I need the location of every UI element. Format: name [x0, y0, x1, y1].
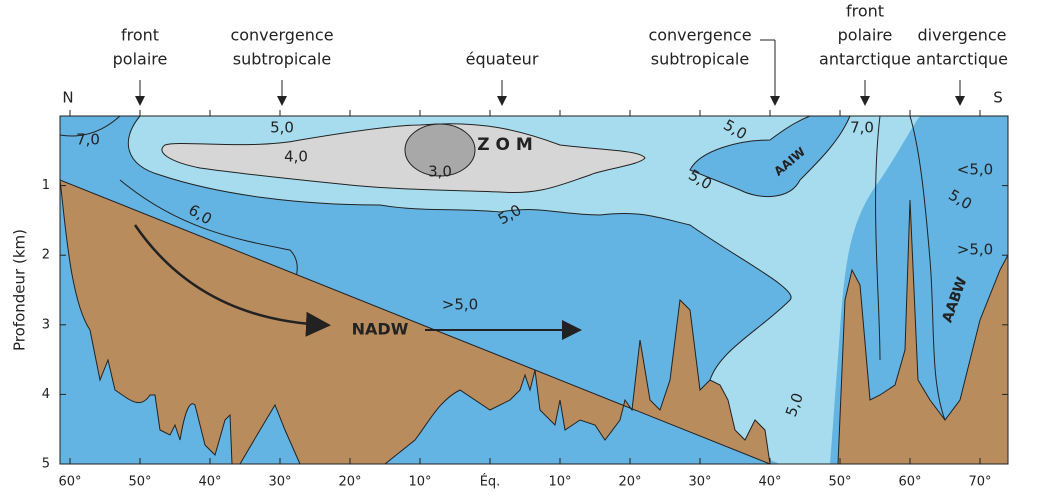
x-tick-label: 20° [338, 475, 361, 490]
x-tick-label: 10° [548, 475, 571, 490]
contour-label: 3,0 [428, 163, 452, 181]
x-tick-label: 50° [828, 475, 851, 490]
x-tick-label: 10° [408, 475, 431, 490]
y-tick-label: 3 [42, 317, 50, 332]
feature-label: convergence [230, 26, 333, 45]
x-tick-label: 40° [758, 475, 781, 490]
feature-label: antarctique [819, 50, 911, 69]
x-tick-label: 20° [618, 475, 641, 490]
x-tick-label: 50° [128, 475, 151, 490]
feature-label: convergence [648, 26, 751, 45]
water-mass-label: Z O M [477, 135, 533, 155]
south-label: S [993, 89, 1003, 107]
y-tick-label: 2 [42, 248, 50, 263]
diagram: N S Profondeur (km) front polaire converge… [0, 0, 1042, 496]
feature-label: équateur [466, 50, 539, 69]
contour-label: >5,0 [957, 241, 993, 259]
feature-label: subtropicale [233, 50, 331, 69]
y-tick-label: 5 [42, 457, 50, 472]
contour-label: 7,0 [850, 119, 874, 137]
feature-label: antarctique [916, 50, 1008, 69]
y-tick-label: 1 [42, 178, 50, 193]
feature-label: polaire [113, 50, 168, 69]
x-tick-label: 60° [898, 475, 921, 490]
x-tick-label: 40° [198, 475, 221, 490]
y-axis-label: Profondeur (km) [11, 229, 29, 351]
x-tick-label: 60° [58, 475, 81, 490]
contour-label: 5,0 [270, 119, 294, 137]
feature-label: subtropicale [651, 50, 749, 69]
water-mass-label: NADW [352, 320, 409, 339]
feature-label: polaire [838, 26, 893, 45]
x-tick-label: 70° [968, 475, 991, 490]
north-label: N [62, 89, 73, 107]
contour-label: <5,0 [957, 161, 993, 179]
x-tick-label: 30° [688, 475, 711, 490]
x-tick-label: Éq. [480, 474, 501, 490]
y-tick-label: 4 [42, 387, 50, 402]
feature-label: front [121, 26, 159, 45]
feature-label: front [846, 2, 884, 21]
feature-label: divergence [918, 26, 1007, 45]
contour-label: 7,0 [76, 131, 100, 149]
x-tick-label: 30° [268, 475, 291, 490]
water-mass-label: >5,0 [442, 296, 478, 314]
contour-label: 4,0 [284, 148, 308, 166]
